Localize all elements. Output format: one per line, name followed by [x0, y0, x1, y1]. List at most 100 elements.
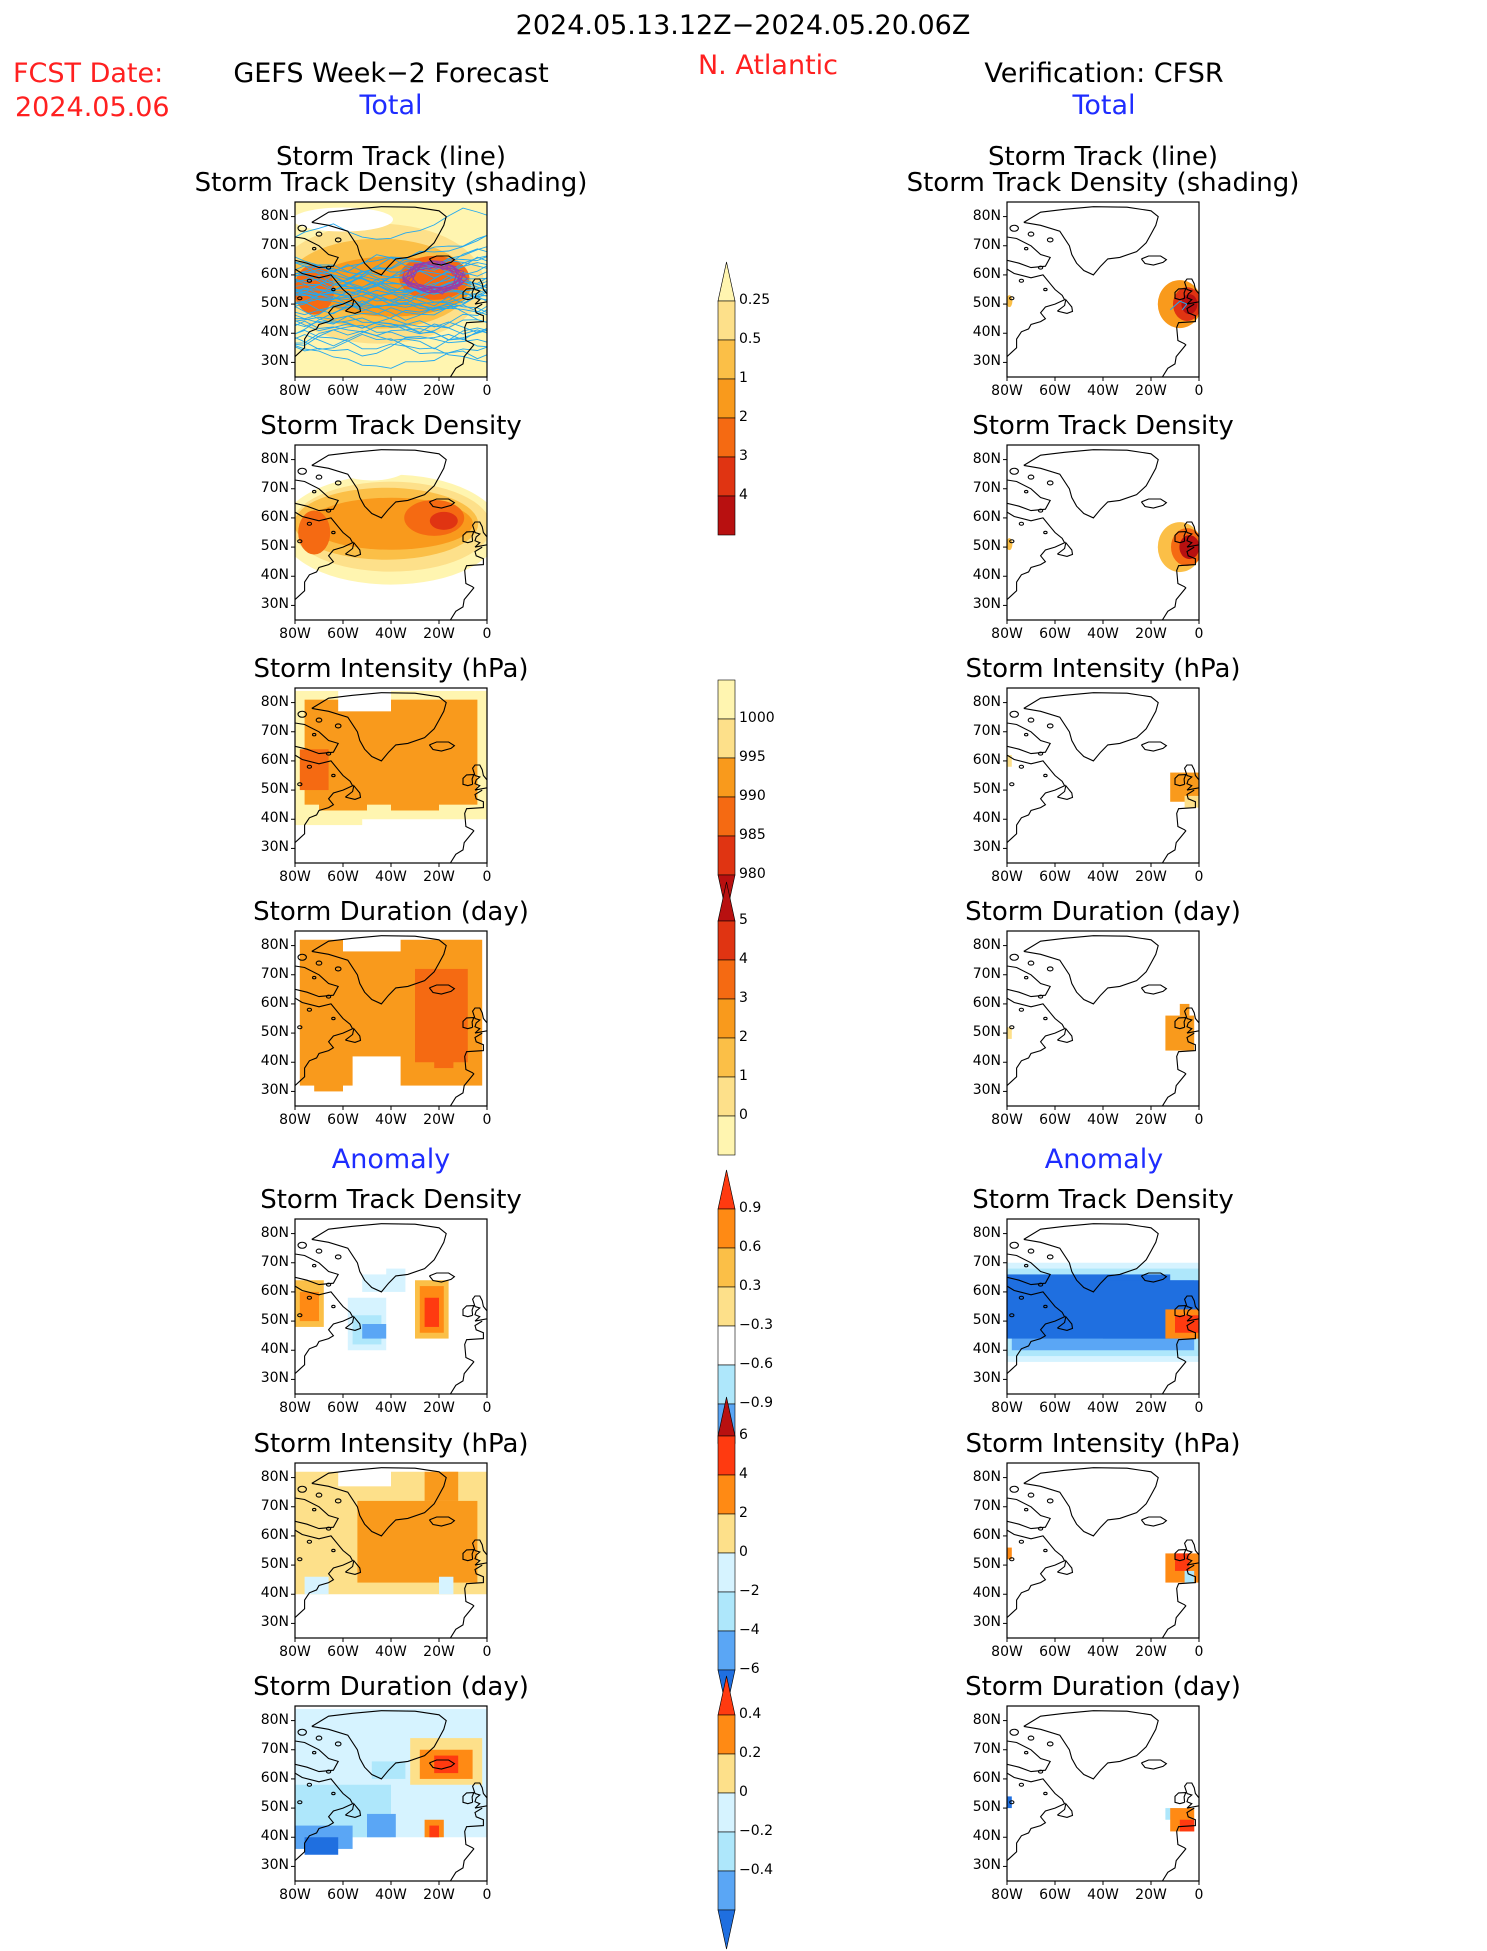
- lon-tick-label: 0: [482, 1400, 492, 1416]
- coast-island-6: [306, 1782, 313, 1787]
- lon-tick-label: 20W: [423, 1112, 455, 1128]
- track-line: [295, 293, 487, 335]
- colorbar-segment: [717, 417, 736, 458]
- track-line: [295, 330, 487, 357]
- colorbar-segment: [717, 679, 736, 720]
- coast-baffin: [295, 1253, 340, 1286]
- colorbar-label: −4: [739, 1622, 760, 1638]
- coast-island-7: [1009, 539, 1015, 544]
- coast-island-1: [1027, 1248, 1035, 1254]
- coast-island-0: [297, 1241, 307, 1249]
- map-anom-duration: [291, 1705, 488, 1885]
- map-density: [291, 444, 488, 624]
- lat-tick-label: 60N: [972, 751, 1001, 768]
- coast-island-1: [1027, 474, 1035, 480]
- colorbar-label: 2: [739, 409, 748, 425]
- coast-island-5: [1043, 287, 1048, 292]
- panel-title: Storm Intensity (hPa): [965, 1429, 1241, 1459]
- lon-tick-label: 60W: [1039, 1644, 1071, 1660]
- colorbar-label: −6: [739, 1661, 760, 1677]
- coast-island-7: [297, 1800, 303, 1805]
- track-line: [295, 329, 487, 360]
- shade-o1-1: [1179, 1003, 1190, 1016]
- coast-island-5: [331, 773, 336, 778]
- coast-newfoundland: [345, 1559, 362, 1575]
- lon-tick-label: 20W: [423, 869, 455, 885]
- coast-baffin: [295, 722, 340, 755]
- track-line: [295, 320, 487, 347]
- lat-tick-label: 70N: [972, 236, 1001, 253]
- lon-tick-label: 80W: [991, 1887, 1023, 1903]
- coast-island-6: [306, 278, 313, 283]
- lon-tick-label: 60W: [327, 1644, 359, 1660]
- coast-island-1: [1027, 1492, 1035, 1498]
- coast-island-5: [1043, 1016, 1048, 1021]
- colorbar-label: 5: [739, 912, 748, 928]
- coast-island-6: [306, 1007, 313, 1012]
- lat-tick-label: 80N: [972, 936, 1001, 953]
- coast-island-5: [331, 287, 336, 292]
- shade-ra-1: [429, 1825, 439, 1838]
- lon-tick-label: 20W: [1135, 626, 1167, 642]
- coast-baffin: [295, 1497, 340, 1530]
- map-panel-fc-duration: Storm Duration (day) 80N 70N 60N 50N 40N 30N 80…: [253, 899, 529, 1128]
- colorbar-label: 6: [739, 1427, 748, 1443]
- panel-title: Storm Duration (day): [965, 897, 1241, 927]
- lon-tick-label: 60W: [1039, 869, 1071, 885]
- lat-tick-label: 60N: [972, 1769, 1001, 1786]
- coast-island-0: [1009, 953, 1019, 961]
- coast-ireland: [462, 1017, 475, 1030]
- panel-title: Storm Intensity (hPa): [253, 1429, 529, 1459]
- track-line: [295, 262, 487, 285]
- coastline: [1007, 1467, 1199, 1638]
- track-line: [295, 289, 487, 332]
- coast-newfoundland: [1057, 298, 1074, 314]
- lon-tick-label: 40W: [375, 1112, 407, 1128]
- lon-tick-label: 60W: [327, 383, 359, 399]
- colorbar-segment: [717, 1675, 736, 1716]
- coast-newfoundland: [1057, 541, 1074, 557]
- coast-island-6: [1018, 1782, 1025, 1787]
- coast-island-5: [331, 1016, 336, 1021]
- coast-island-1: [315, 1735, 323, 1741]
- lon-tick-label: 0: [1194, 869, 1204, 885]
- coast-island-7: [1009, 296, 1015, 301]
- colorbar-graphic: [717, 261, 736, 536]
- shade-ra-0: [424, 1297, 439, 1327]
- colorbar-label: −0.6: [739, 1356, 773, 1372]
- lon-tick-label: 20W: [1135, 869, 1167, 885]
- lon-tick-label: 0: [482, 1644, 492, 1660]
- coast-island-0: [1009, 1728, 1019, 1736]
- lat-tick-label: 30N: [972, 353, 1001, 370]
- coast-iceland: [428, 1759, 456, 1770]
- map-panel-fc-density: Storm Track Density 80N 70N 60N 50N 40N 30N 80W…: [260, 413, 522, 642]
- coast-europe: [1161, 789, 1196, 863]
- lat-tick-label: 60N: [260, 508, 289, 525]
- lat-tick-label: 30N: [260, 1614, 289, 1631]
- lon-tick-label: 0: [1194, 1112, 1204, 1128]
- coast-island-7: [297, 1557, 303, 1562]
- coast-island-7: [297, 782, 303, 787]
- coast-uk: [1183, 521, 1199, 548]
- coast-newfoundland: [345, 1315, 362, 1331]
- coast-iceland: [428, 255, 456, 266]
- coast-baffin: [1007, 1253, 1052, 1286]
- shade-o1-0: [357, 1500, 478, 1583]
- shade-west-0: [1007, 1027, 1012, 1039]
- lon-tick-label: 40W: [1087, 1887, 1119, 1903]
- track-line: [295, 300, 487, 324]
- coastline: [1007, 206, 1199, 377]
- coast-europe: [449, 1032, 484, 1106]
- coast-iceland: [1140, 1759, 1168, 1770]
- map-duration: [291, 930, 488, 1110]
- colorbar-label: 4: [739, 1466, 748, 1482]
- colorbar-segment: [717, 1552, 736, 1593]
- lon-tick-label: 40W: [1087, 1112, 1119, 1128]
- lon-tick-label: 80W: [279, 383, 311, 399]
- colorbar-label: −0.9: [739, 1395, 773, 1411]
- shade-o1-1: [319, 798, 367, 811]
- coast-island-5: [1043, 1791, 1048, 1796]
- panel-subtitle: Storm Track Density (shading): [194, 168, 588, 198]
- coast-island-5: [1043, 1304, 1048, 1309]
- map-panel-vf-duration: Storm Duration (day) 80N 70N 60N 50N 40N 30N 80…: [965, 899, 1241, 1128]
